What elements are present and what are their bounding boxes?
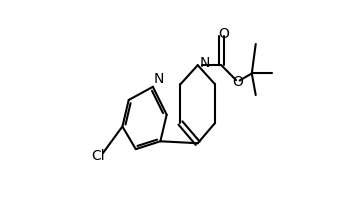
- Text: O: O: [218, 27, 229, 41]
- Text: N: N: [199, 56, 210, 70]
- Text: N: N: [154, 72, 164, 86]
- Text: O: O: [232, 75, 243, 89]
- Text: Cl: Cl: [91, 149, 105, 163]
